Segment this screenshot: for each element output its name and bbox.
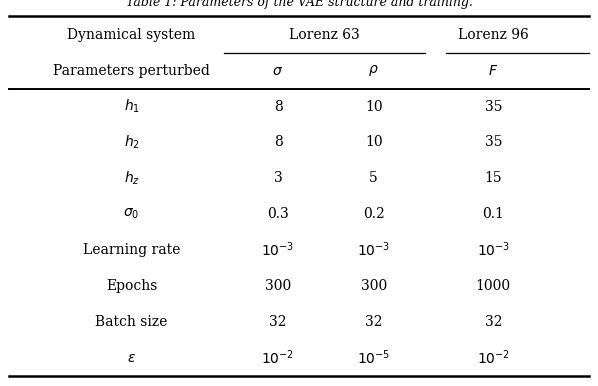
Text: Lorenz 96: Lorenz 96 [458, 28, 529, 42]
Text: 35: 35 [484, 135, 502, 149]
Text: $10^{-2}$: $10^{-2}$ [261, 349, 295, 367]
Text: 32: 32 [484, 315, 502, 329]
Text: 5: 5 [370, 171, 378, 185]
Text: 15: 15 [484, 171, 502, 185]
Text: $\epsilon$: $\epsilon$ [127, 351, 136, 365]
Text: $\sigma$: $\sigma$ [273, 64, 283, 78]
Text: Table 1: Parameters of the VAE structure and training.: Table 1: Parameters of the VAE structure… [126, 0, 472, 9]
Text: 300: 300 [265, 279, 291, 293]
Text: $10^{-3}$: $10^{-3}$ [261, 241, 295, 259]
Text: 10: 10 [365, 100, 383, 113]
Text: 0.1: 0.1 [483, 207, 504, 221]
Text: 32: 32 [269, 315, 287, 329]
Text: Batch size: Batch size [95, 315, 168, 329]
Text: 8: 8 [274, 100, 282, 113]
Text: $\sigma_0$: $\sigma_0$ [123, 207, 140, 222]
Text: $10^{-2}$: $10^{-2}$ [477, 349, 510, 367]
Text: $10^{-5}$: $10^{-5}$ [357, 349, 390, 367]
Text: $10^{-3}$: $10^{-3}$ [357, 241, 390, 259]
Text: $F$: $F$ [489, 64, 498, 78]
Text: Dynamical system: Dynamical system [68, 28, 196, 42]
Text: $10^{-3}$: $10^{-3}$ [477, 241, 510, 259]
Text: 0.2: 0.2 [363, 207, 385, 221]
Text: Epochs: Epochs [106, 279, 157, 293]
Text: 0.3: 0.3 [267, 207, 289, 221]
Text: Lorenz 63: Lorenz 63 [289, 28, 360, 42]
Text: $h_2$: $h_2$ [124, 134, 139, 151]
Text: 10: 10 [365, 135, 383, 149]
Text: 1000: 1000 [476, 279, 511, 293]
Text: $\rho$: $\rho$ [368, 63, 379, 78]
Text: 8: 8 [274, 135, 282, 149]
Text: 300: 300 [361, 279, 387, 293]
Text: $h_z$: $h_z$ [124, 169, 139, 187]
Text: $h_1$: $h_1$ [124, 98, 139, 115]
Text: Learning rate: Learning rate [83, 243, 180, 257]
Text: Parameters perturbed: Parameters perturbed [53, 64, 210, 78]
Text: 35: 35 [484, 100, 502, 113]
Text: 32: 32 [365, 315, 383, 329]
Text: 3: 3 [274, 171, 282, 185]
